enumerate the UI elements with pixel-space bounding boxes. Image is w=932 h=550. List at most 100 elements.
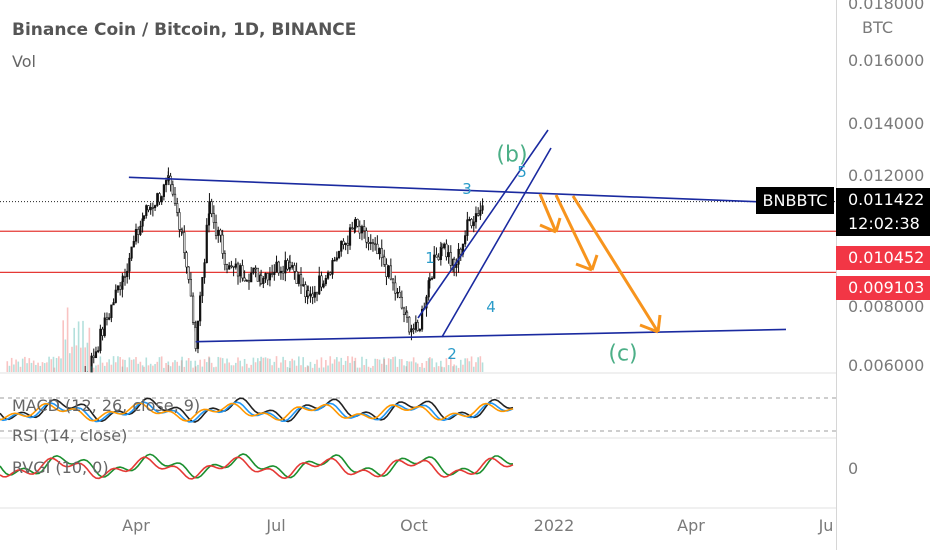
- candle-body: [304, 284, 307, 297]
- candle-body: [203, 262, 206, 278]
- volume-bar: [450, 356, 452, 372]
- volume-bar: [84, 347, 86, 372]
- volume-bar: [167, 365, 170, 372]
- candle-body: [158, 193, 161, 203]
- volume-bar: [181, 356, 183, 372]
- volume-bar: [17, 361, 20, 372]
- volume-bar: [342, 364, 345, 372]
- candle-body: [217, 229, 220, 236]
- candle-body: [130, 246, 133, 259]
- volume-bar: [66, 307, 69, 372]
- price-axis[interactable]: [836, 0, 932, 550]
- candle-body: [433, 254, 436, 279]
- volume-bar: [459, 359, 462, 372]
- volume-bar: [50, 359, 53, 372]
- volume-bar: [52, 356, 55, 372]
- wave-label-5: 5: [517, 163, 527, 181]
- volume-bar: [394, 356, 397, 372]
- volume-bar: [380, 363, 383, 372]
- candle-body: [212, 213, 215, 223]
- candle-body: [378, 248, 381, 255]
- volume-bar: [21, 358, 24, 372]
- candle-body: [282, 270, 285, 274]
- candle-body: [178, 212, 181, 230]
- volume-bar: [423, 367, 426, 372]
- candle-body: [250, 272, 253, 283]
- volume-bar: [311, 367, 314, 372]
- candle-body: [277, 261, 280, 274]
- volume-bar: [309, 361, 312, 372]
- candle-body: [260, 275, 263, 284]
- rvgi-label: RVGI (10, 0): [12, 458, 109, 477]
- volume-bar: [147, 365, 150, 372]
- candle-body: [94, 351, 98, 358]
- candle-body: [160, 196, 163, 203]
- candle-body: [389, 265, 392, 280]
- candle-body: [208, 201, 211, 215]
- volume-bar: [203, 359, 206, 372]
- x-tick-label: Apr: [677, 516, 705, 535]
- candle-body: [185, 252, 188, 268]
- volume-bar: [468, 361, 471, 372]
- candle-body: [103, 317, 106, 336]
- candle-body: [398, 291, 401, 298]
- candle-body: [443, 243, 446, 249]
- volume-bar: [243, 358, 246, 372]
- volume-bar: [344, 360, 347, 372]
- projection-arrow: [571, 195, 660, 333]
- candle-body: [412, 328, 415, 330]
- candle-body: [437, 256, 440, 261]
- volume-bar: [163, 367, 165, 372]
- symbol-tag: BNBBTC: [756, 187, 834, 214]
- candle-body: [112, 302, 115, 306]
- volume-bar: [455, 365, 458, 372]
- volume-bar: [369, 367, 372, 372]
- candle-body: [247, 280, 251, 283]
- volume-bar: [351, 356, 354, 372]
- volume-bar: [318, 367, 321, 372]
- candle-body: [99, 328, 102, 351]
- candle-body: [318, 275, 321, 295]
- volume-bar: [37, 362, 39, 372]
- volume-bar: [187, 358, 190, 372]
- candle-body: [279, 270, 283, 274]
- candle-body: [335, 257, 338, 261]
- candle-body: [394, 282, 397, 294]
- volume-bar: [282, 356, 284, 372]
- projection-arrowhead: [639, 323, 659, 334]
- candle-body: [110, 304, 113, 318]
- y-tick-label: 0.018000: [848, 0, 925, 13]
- volume-bar: [408, 361, 411, 372]
- volume-bar: [174, 360, 176, 372]
- candle-body: [128, 257, 131, 272]
- volume-bar: [126, 367, 128, 372]
- candle-body: [367, 241, 370, 244]
- candle-body: [199, 295, 202, 322]
- volume-bar: [374, 358, 376, 372]
- volume-bar: [427, 358, 430, 372]
- candle-body: [252, 267, 255, 274]
- volume-bar: [462, 364, 464, 372]
- candle-body: [243, 277, 246, 282]
- candle-body: [311, 293, 314, 298]
- candle-body: [162, 184, 165, 197]
- volume-bar: [128, 357, 131, 372]
- candle-body: [455, 263, 458, 268]
- volume-bar: [35, 364, 37, 372]
- candle-body: [119, 285, 122, 290]
- volume-bar: [13, 364, 15, 372]
- volume-bar: [385, 364, 388, 372]
- volume-bar: [99, 356, 102, 372]
- candle-body: [385, 264, 388, 277]
- volume-bar: [419, 366, 421, 372]
- y-tick-label: 0.016000: [848, 51, 925, 70]
- volume-bar: [165, 362, 167, 372]
- volume-bar: [406, 361, 408, 372]
- volume-bar: [392, 356, 394, 372]
- candle-body: [307, 290, 310, 297]
- volume-bar: [194, 366, 197, 372]
- volume-label: Vol: [12, 52, 36, 71]
- volume-bar: [197, 364, 199, 372]
- volume-bar: [90, 366, 93, 372]
